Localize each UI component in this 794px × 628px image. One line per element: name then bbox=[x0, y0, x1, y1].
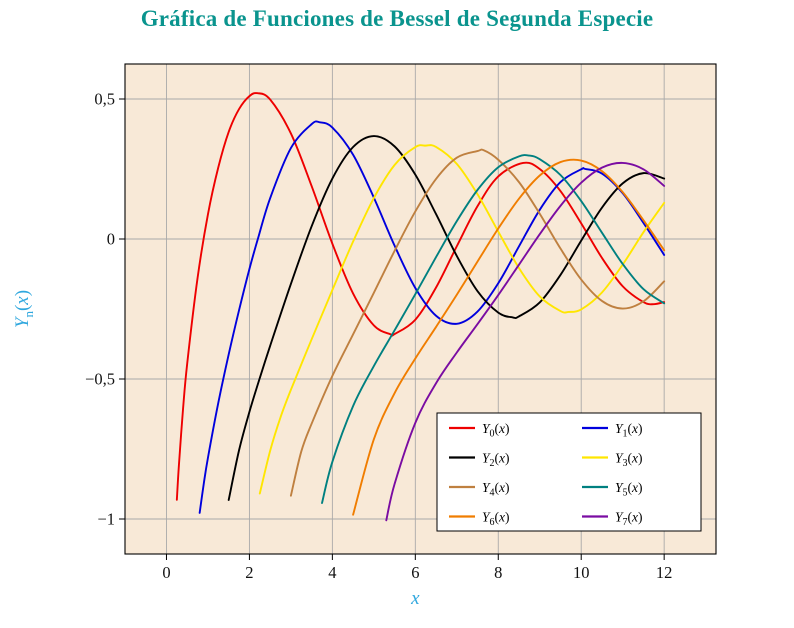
x-tick-label-4: 8 bbox=[494, 563, 502, 582]
legend-label-Y0: Y0(x) bbox=[482, 421, 510, 440]
y-tick-label-2: −0,5 bbox=[85, 370, 115, 389]
y-tick-label-1: 0 bbox=[107, 230, 115, 249]
legend-label-Y6: Y6(x) bbox=[482, 509, 510, 528]
x-tick-label-0: 0 bbox=[162, 563, 170, 582]
legend-item-Y4: Y4(x) bbox=[449, 480, 510, 499]
legend-label-Y2: Y2(x) bbox=[482, 450, 510, 469]
x-axis-label: x bbox=[410, 588, 420, 609]
y-tick-label-0: 0,5 bbox=[94, 90, 115, 109]
chart-title: Gráfica de Funciones de Bessel de Segund… bbox=[140, 6, 654, 31]
legend-item-Y0: Y0(x) bbox=[449, 421, 510, 440]
x-tick-label-6: 12 bbox=[656, 563, 673, 582]
legend-label-Y7: Y7(x) bbox=[615, 509, 643, 528]
curve-Y1 bbox=[198, 120, 666, 514]
legend-item-Y1: Y1(x) bbox=[582, 421, 643, 440]
curves-layer bbox=[175, 92, 666, 522]
legend-item-Y7: Y7(x) bbox=[582, 509, 643, 528]
legend-label-Y1: Y1(x) bbox=[615, 421, 643, 440]
plot-frame bbox=[124, 63, 717, 555]
legend-label-Y3: Y3(x) bbox=[615, 450, 643, 469]
x-tick-label-1: 2 bbox=[245, 563, 253, 582]
legend-item-Y5: Y5(x) bbox=[582, 480, 643, 499]
legend-item-Y2: Y2(x) bbox=[449, 450, 510, 469]
curve-Y3 bbox=[258, 144, 666, 495]
curve-Y7 bbox=[385, 161, 666, 522]
curve-Y5 bbox=[321, 154, 666, 505]
curve-Y2 bbox=[227, 135, 666, 501]
curve-Y4 bbox=[289, 148, 666, 497]
curve-Y6 bbox=[352, 158, 666, 516]
legend-item-Y3: Y3(x) bbox=[582, 450, 643, 469]
y-tick-label-3: −1 bbox=[97, 510, 115, 529]
x-tick-label-3: 6 bbox=[411, 563, 419, 582]
x-tick-label-2: 4 bbox=[328, 563, 336, 582]
y-axis-label: Yn(x) bbox=[12, 290, 36, 328]
legend-label-Y5: Y5(x) bbox=[615, 480, 643, 499]
legend-box bbox=[436, 412, 702, 532]
legend-item-Y6: Y6(x) bbox=[449, 509, 510, 528]
x-tick-label-5: 10 bbox=[573, 563, 590, 582]
legend-label-Y4: Y4(x) bbox=[482, 480, 510, 499]
curve-Y0 bbox=[175, 92, 666, 501]
